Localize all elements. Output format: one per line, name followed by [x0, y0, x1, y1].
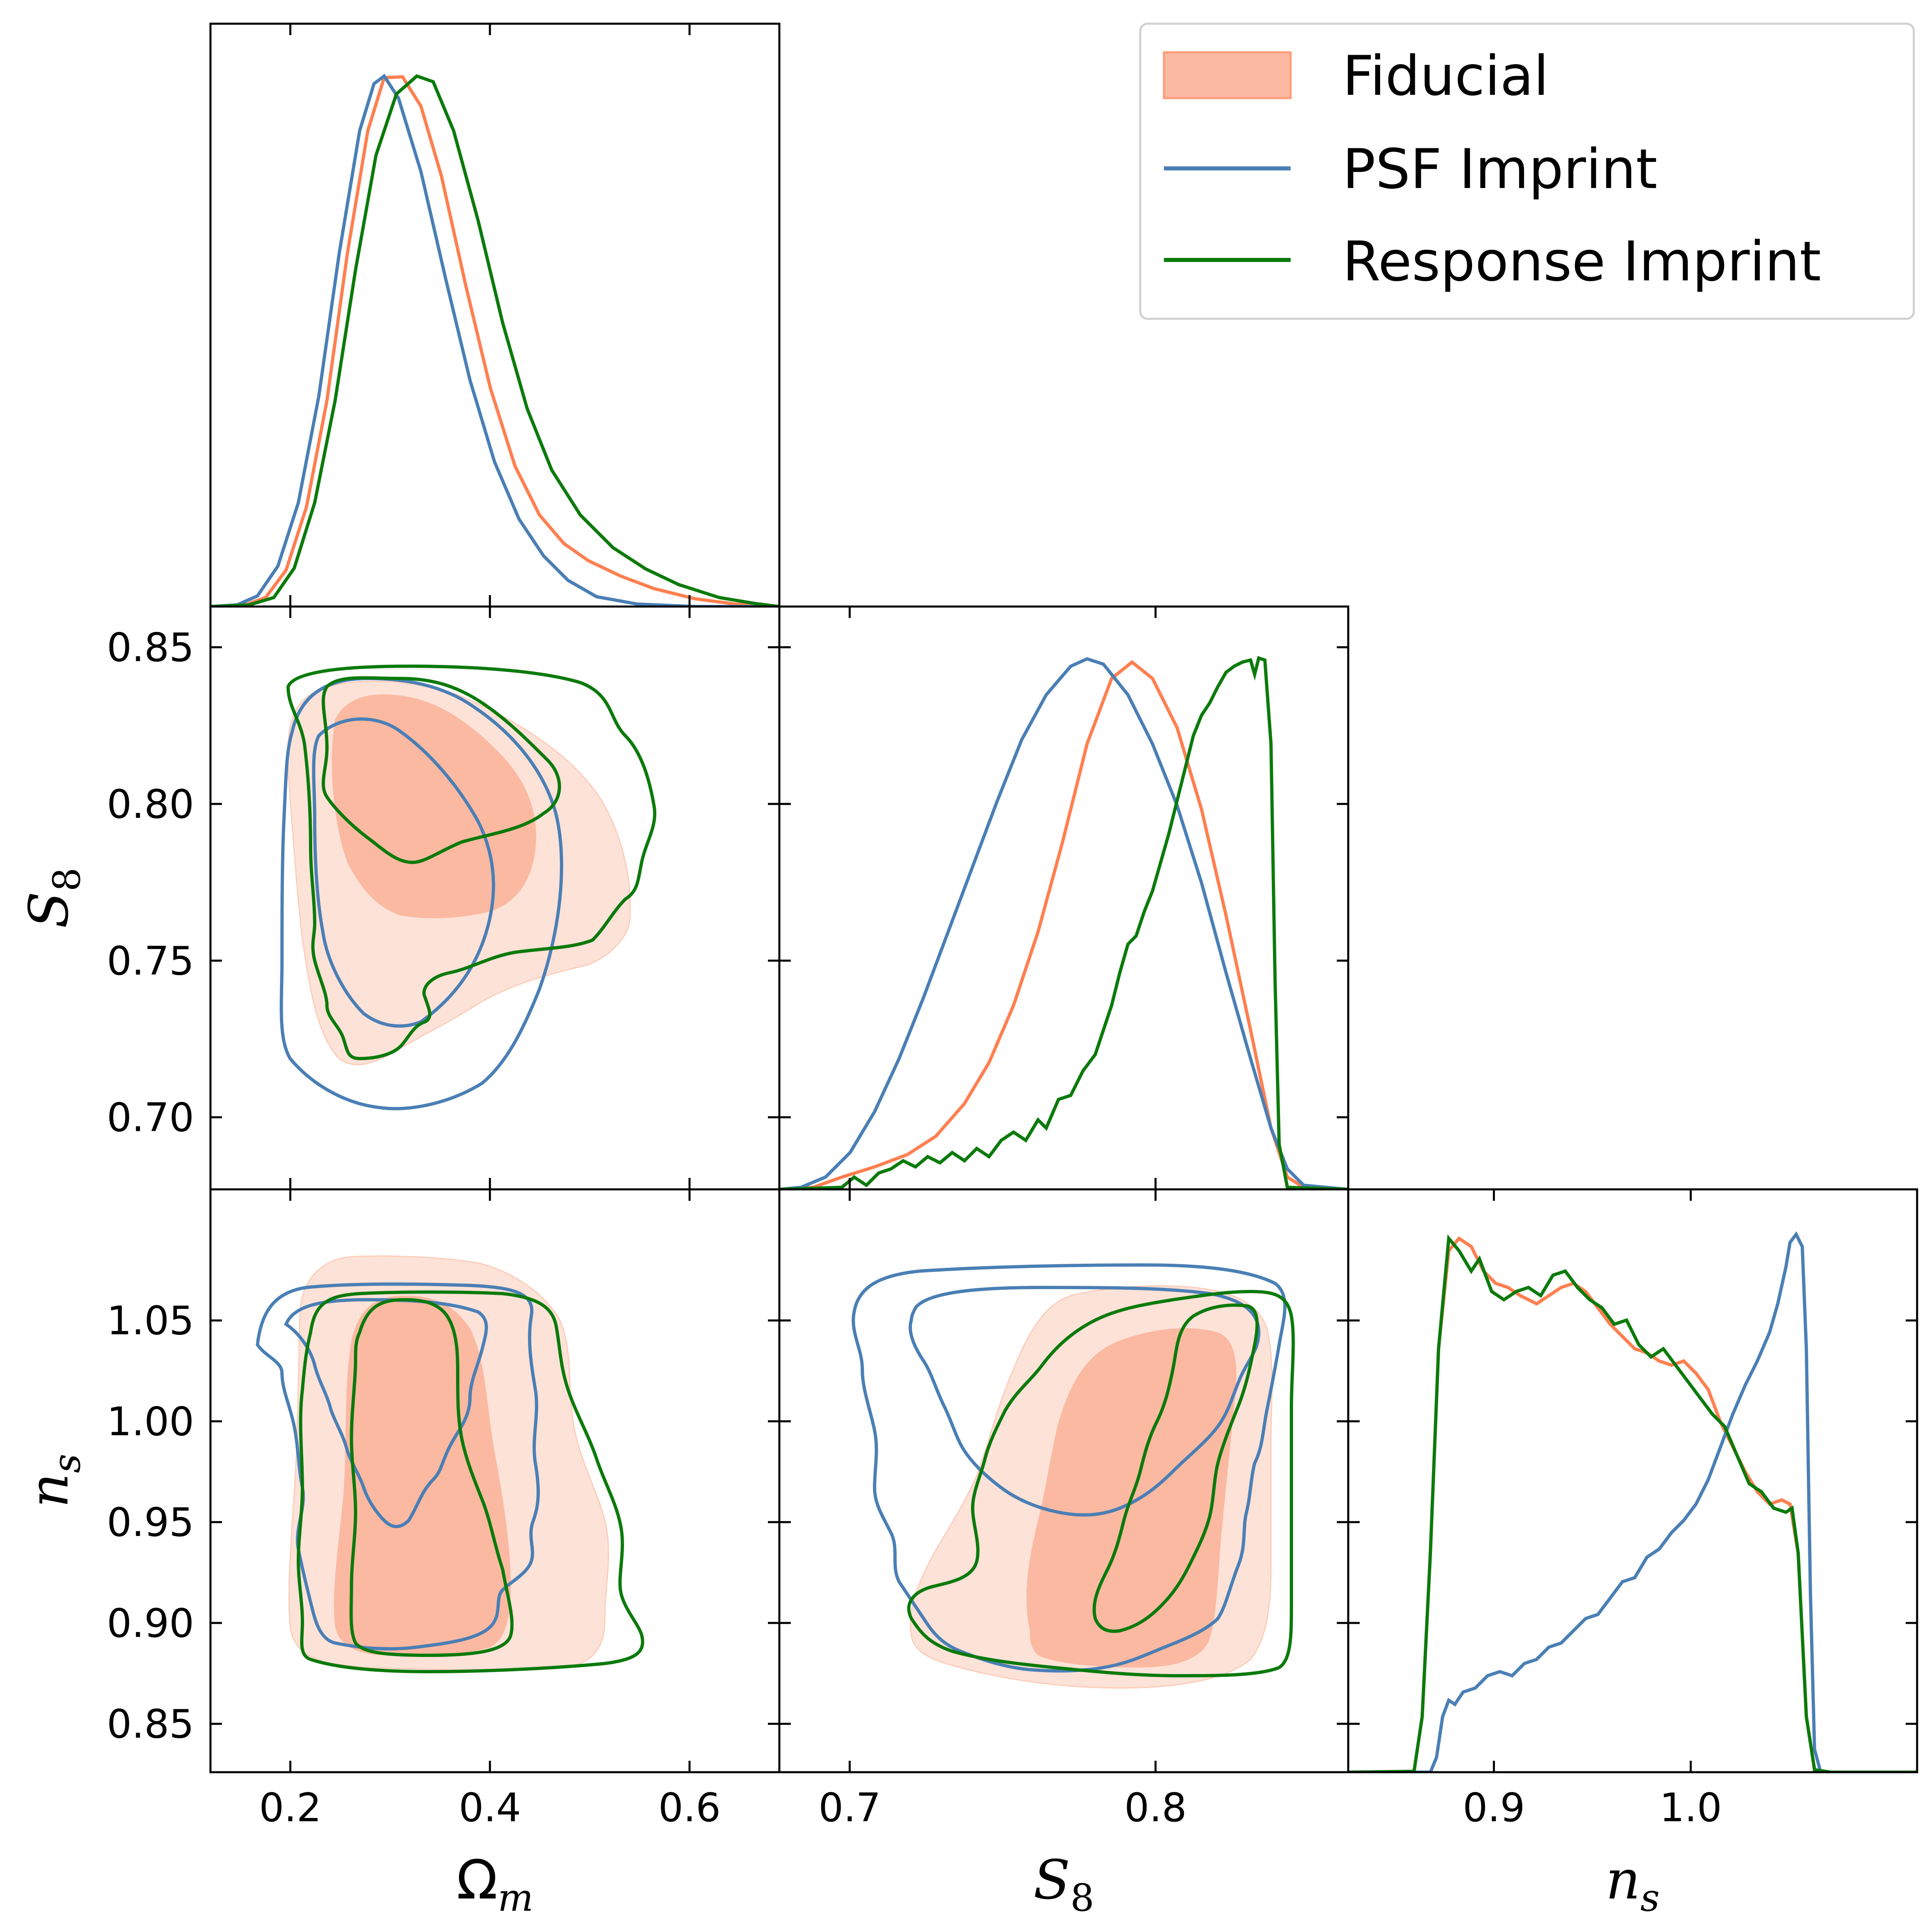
y-tick-label: 0.85 — [107, 1701, 194, 1747]
legend-label-fiducial: Fiducial — [1343, 44, 1549, 108]
y-tick-label: 0.95 — [107, 1500, 194, 1545]
x-tick-label: 0.2 — [259, 1785, 322, 1831]
y-tick-label: 0.70 — [107, 1095, 194, 1141]
frame-panel-ns-marginal — [1347, 1188, 1918, 1773]
marginal-omega-m-response — [210, 74, 779, 607]
x-tick-label: 0.7 — [819, 1785, 881, 1831]
fiducial-contour-68 — [334, 1296, 511, 1655]
legend-label-psf: PSF Imprint — [1343, 137, 1657, 201]
marginal-omega-m-psf — [210, 74, 779, 607]
xlabel-ns: ns — [1606, 1849, 1660, 1920]
response-contour-68 — [322, 676, 561, 864]
response-contour-68 — [1092, 1303, 1259, 1633]
panel-omega-m-marginal — [210, 74, 779, 607]
x-tick-label: 0.6 — [658, 1785, 721, 1831]
response-contour-68 — [349, 1298, 514, 1657]
marginal-omega-m-fiducial — [210, 75, 779, 607]
marginal-ns-fiducial — [1348, 1236, 1917, 1772]
ylabel-ns: ns — [18, 1454, 89, 1508]
marginal-ns-response — [1348, 1234, 1917, 1772]
fiducial-contour-68 — [331, 694, 536, 918]
psf-contour-68 — [312, 717, 495, 1028]
x-tick-label: 0.8 — [1124, 1785, 1187, 1831]
response-contour-95 — [907, 1289, 1295, 1678]
psf-contour-95 — [280, 676, 564, 1110]
y-tick-label: 0.80 — [107, 781, 194, 827]
marginal-ns-psf — [1348, 1231, 1917, 1772]
panel-ns-vs-s8 — [851, 1263, 1295, 1689]
x-tick-label: 1.0 — [1660, 1785, 1722, 1831]
legend-swatch-fiducial — [1163, 51, 1292, 99]
legend-label-response: Response Imprint — [1343, 230, 1821, 293]
xlabel-omega-m: Ωm — [456, 1849, 533, 1920]
marginal-s8-psf — [779, 657, 1348, 1189]
marginal-s8-response — [779, 656, 1348, 1189]
tick-marks — [210, 24, 1917, 1772]
response-contour-95 — [296, 1290, 644, 1674]
response-contour-95 — [286, 664, 656, 1061]
y-tick-label: 0.90 — [107, 1601, 194, 1646]
psf-contour-68 — [284, 1298, 488, 1528]
legend-box — [1139, 22, 1915, 320]
y-tick-label: 1.05 — [107, 1298, 194, 1344]
marginal-s8-fiducial — [779, 660, 1348, 1189]
x-tick-label: 0.4 — [459, 1785, 521, 1831]
panel-ns-marginal — [1348, 1231, 1917, 1772]
panel-s8-marginal — [779, 656, 1348, 1189]
psf-contour-95 — [851, 1263, 1287, 1673]
legend: Fiducial PSF Imprint Response Imprint — [1139, 22, 1915, 320]
tick-labels: 0.2 0.4 0.6 0.7 0.8 0.9 1.0 0.70 0.75 0.80 0.85 0.8… — [107, 625, 1722, 1831]
panel-ns-vs-omega-m — [255, 1255, 644, 1674]
y-tick-label: 0.75 — [107, 938, 194, 984]
psf-contour-68 — [908, 1285, 1261, 1517]
y-tick-label: 0.85 — [107, 625, 194, 671]
panel-s8-vs-omega-m — [280, 664, 656, 1110]
y-tick-label: 1.00 — [107, 1399, 194, 1444]
ylabel-s8: S8 — [18, 868, 89, 929]
x-tick-label: 0.9 — [1463, 1785, 1525, 1831]
frame-panel-omega-m-marginal — [209, 22, 781, 608]
xlabel-s8: S8 — [1034, 1849, 1094, 1920]
